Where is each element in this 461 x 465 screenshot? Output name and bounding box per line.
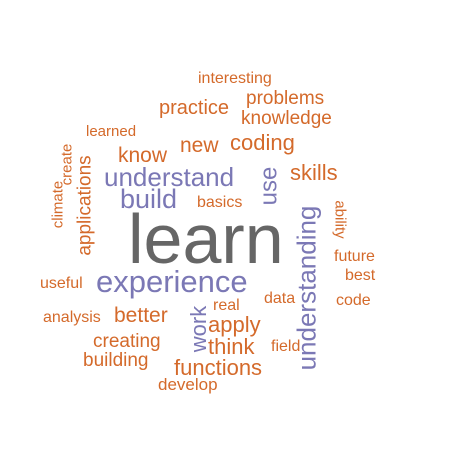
word-learned: learned bbox=[86, 123, 137, 140]
word-interesting: interesting bbox=[198, 70, 272, 87]
word-analysis: analysis bbox=[43, 309, 101, 326]
word-skills: skills bbox=[290, 160, 338, 185]
word-functions: functions bbox=[174, 355, 263, 380]
word-problems: problems bbox=[246, 88, 325, 109]
word-climate: climate bbox=[49, 180, 67, 229]
word-develop: develop bbox=[158, 375, 218, 394]
word-build: build bbox=[120, 184, 178, 214]
word-use: use bbox=[255, 166, 283, 206]
word-knowledge: knowledge bbox=[241, 108, 332, 129]
word-basics: basics bbox=[197, 194, 243, 211]
word-experience: experience bbox=[96, 264, 248, 299]
word-know: know bbox=[118, 144, 168, 167]
word-best: best bbox=[345, 267, 376, 284]
word-practice: practice bbox=[159, 97, 230, 119]
word-creating: creating bbox=[93, 331, 161, 352]
word-useful: useful bbox=[40, 275, 83, 292]
word-building: building bbox=[83, 350, 149, 371]
word-future: future bbox=[334, 248, 375, 265]
word-understand: understand bbox=[104, 162, 235, 192]
word-create: create bbox=[58, 143, 76, 186]
word-apply: apply bbox=[208, 312, 261, 337]
word-applications: applications bbox=[74, 155, 96, 256]
word-code: code bbox=[336, 292, 371, 309]
word-field: field bbox=[271, 338, 301, 355]
word-new: new bbox=[180, 134, 219, 157]
word-work: work bbox=[186, 305, 212, 353]
word-real: real bbox=[213, 297, 240, 314]
word-coding: coding bbox=[230, 130, 295, 155]
word-ability: ability bbox=[331, 200, 349, 239]
word-learn: learn bbox=[128, 200, 284, 278]
word-data: data bbox=[264, 290, 296, 307]
word-better: better bbox=[114, 304, 168, 327]
word-think: think bbox=[208, 334, 255, 359]
